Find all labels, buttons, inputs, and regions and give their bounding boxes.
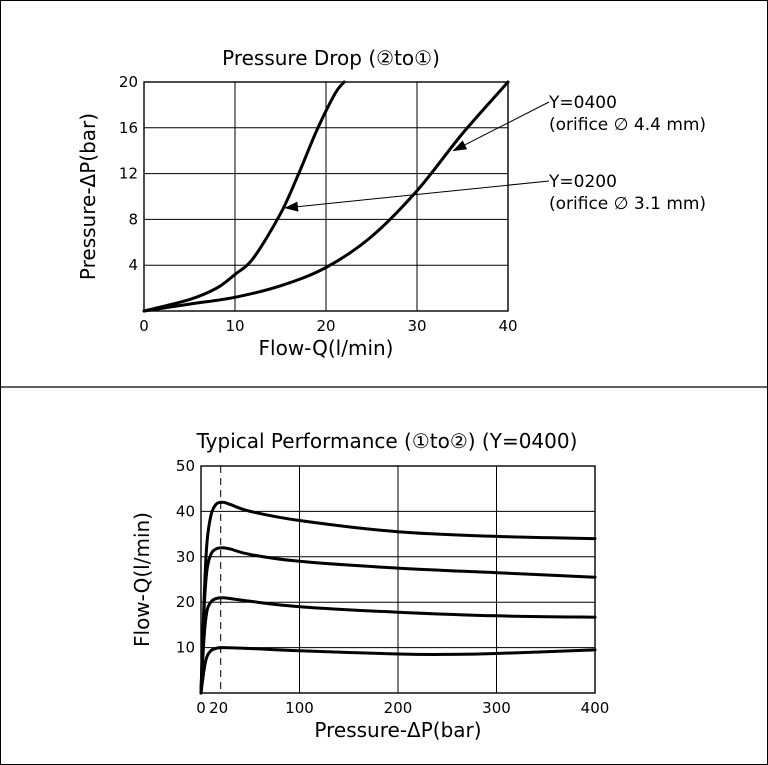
- x-tick-label: 300: [482, 699, 511, 717]
- annotation-label: Y=0200: [548, 172, 617, 192]
- series-line-1: [142, 80, 346, 313]
- plot-frame: [143, 81, 509, 312]
- x-tick-label: 20: [316, 317, 335, 335]
- chart-title: Typical Performance (①to②) (Y=0400): [196, 429, 578, 453]
- x-tick-label: 0: [139, 317, 149, 335]
- series-line-1: [199, 500, 597, 695]
- x-tick-label: 30: [407, 317, 426, 335]
- plot-frame: [200, 465, 596, 694]
- series-line-4: [199, 646, 597, 695]
- x-tick-label: 400: [581, 699, 610, 717]
- x-tick-label: 200: [384, 699, 413, 717]
- y-tick-label: 8: [128, 210, 138, 228]
- y-tick-label: 12: [119, 165, 138, 183]
- x-tick-label: 20: [209, 699, 228, 717]
- y-tick-label: 4: [128, 256, 138, 274]
- y-tick-label: 40: [176, 502, 195, 520]
- y-tick-label: 20: [176, 593, 195, 611]
- y-tick-label: 10: [176, 639, 195, 657]
- chart-title: Pressure Drop (②to①): [222, 46, 440, 70]
- x-tick-label: 0: [196, 699, 206, 717]
- annotation-arrow: [452, 101, 550, 152]
- y-tick-label: 16: [119, 119, 138, 137]
- y-tick-label: 20: [119, 73, 138, 91]
- annotation-label: Y=0400: [548, 93, 617, 113]
- annotation-arrow: [284, 180, 550, 212]
- y-tick-label: 50: [176, 457, 195, 475]
- series-line-3: [199, 596, 597, 695]
- y-axis-label: Flow-Q(l/min): [130, 512, 154, 647]
- x-tick-label: 100: [285, 699, 314, 717]
- y-tick-label: 30: [176, 548, 195, 566]
- x-tick-label: 10: [225, 317, 244, 335]
- x-axis-label: Flow-Q(l/min): [259, 336, 394, 360]
- x-axis-label: Pressure-ΔP(bar): [314, 718, 481, 742]
- y-axis-label: Pressure-ΔP(bar): [76, 113, 100, 280]
- annotation-detail: (orifice ∅ 3.1 mm): [549, 194, 706, 214]
- annotation-detail: (orifice ∅ 4.4 mm): [549, 115, 706, 135]
- x-tick-label: 40: [498, 317, 517, 335]
- series-line-2: [199, 546, 597, 695]
